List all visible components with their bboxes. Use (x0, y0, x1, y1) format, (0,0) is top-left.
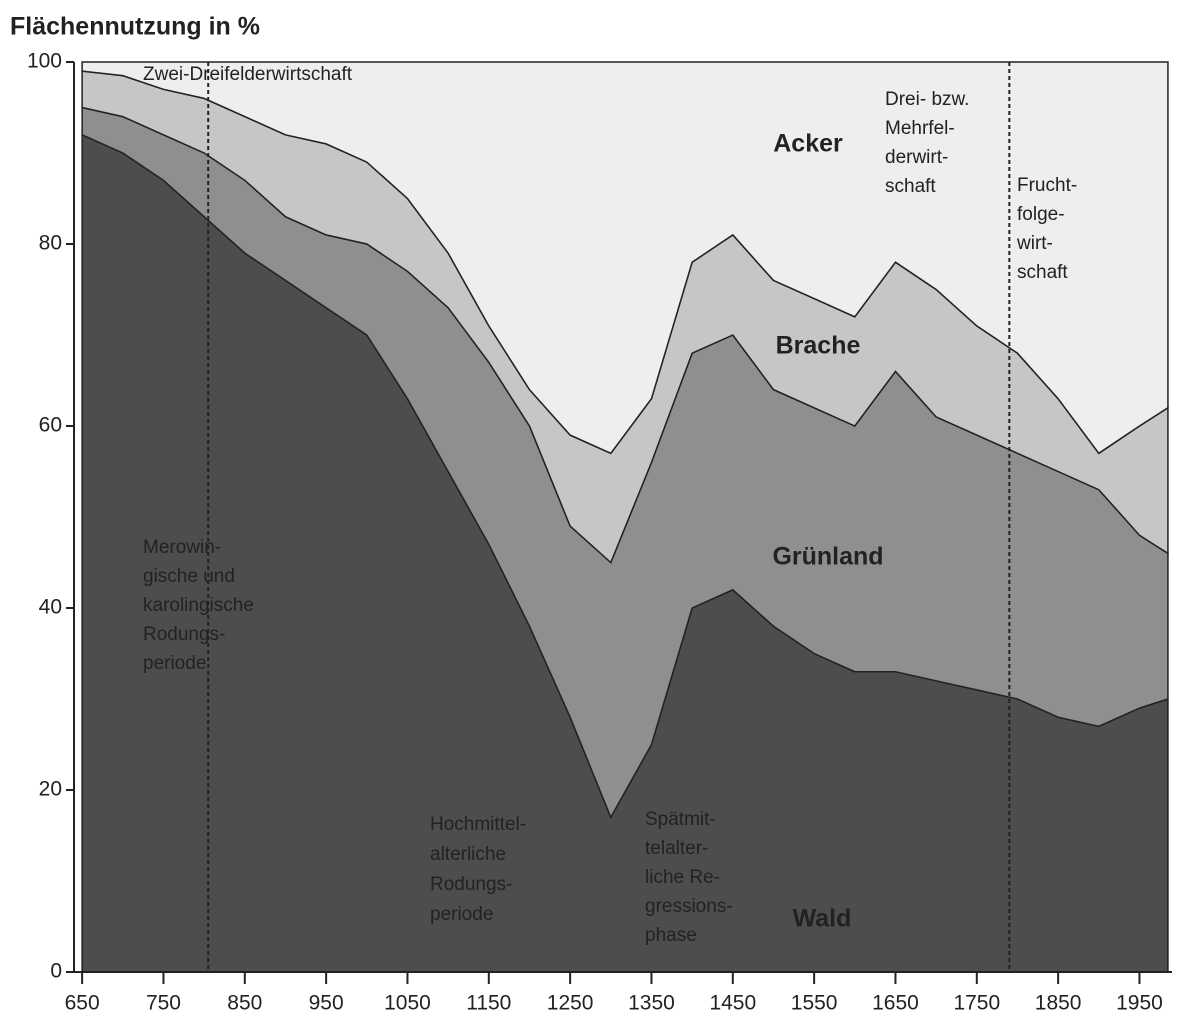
annotation: Hochmittel- (430, 814, 526, 835)
layer-label: Grünland (772, 543, 883, 571)
x-tick-label: 1750 (953, 992, 1000, 1015)
y-tick-label: 80 (39, 232, 62, 255)
y-tick-label: 20 (39, 778, 62, 801)
annotation: Drei- bzw. (885, 89, 969, 110)
annotation: gressions- (645, 896, 733, 917)
annotation: Rodungs- (143, 624, 225, 645)
annotation: schaft (885, 176, 936, 197)
y-tick-label: 100 (27, 50, 62, 73)
annotation: Merowin- (143, 537, 221, 558)
annotation: alterliche (430, 844, 506, 865)
x-tick-label: 1850 (1035, 992, 1082, 1015)
x-tick-label: 1250 (547, 992, 594, 1015)
annotation: Zwei-Dreifelderwirtschaft (143, 64, 353, 85)
y-tick-label: 60 (39, 414, 62, 437)
annotation: derwirt- (885, 147, 948, 168)
layer-label: Acker (773, 130, 843, 158)
annotation: periode (430, 904, 493, 925)
x-tick-label: 950 (309, 992, 344, 1015)
layer-label: Brache (776, 332, 861, 360)
x-tick-label: 1150 (466, 992, 511, 1015)
x-tick-label: 750 (146, 992, 181, 1015)
x-tick-label: 1650 (872, 992, 919, 1015)
annotation: liche Re- (645, 867, 720, 888)
annotation: telalter- (645, 838, 708, 859)
x-tick-label: 1550 (791, 992, 838, 1015)
annotation: Spätmit- (645, 809, 716, 830)
y-tick-label: 0 (50, 960, 62, 983)
annotation: Rodungs- (430, 874, 512, 895)
annotation: Frucht- (1017, 175, 1077, 196)
layer-label: Wald (793, 905, 852, 933)
annotation: gische und (143, 566, 235, 587)
x-tick-label: 1050 (384, 992, 431, 1015)
annotation: wirt- (1016, 233, 1053, 254)
x-tick-label: 850 (227, 992, 262, 1015)
x-tick-label: 1450 (709, 992, 756, 1015)
annotation: folge- (1017, 204, 1065, 225)
annotation: periode (143, 653, 206, 674)
x-tick-label: 650 (65, 992, 100, 1015)
y-tick-label: 40 (39, 596, 62, 619)
chart-title: Flächennutzung in % (10, 13, 260, 41)
annotation: karolingische (143, 595, 254, 616)
x-tick-label: 1950 (1116, 992, 1163, 1015)
annotation: Mehrfel- (885, 118, 955, 139)
annotation: schaft (1017, 262, 1068, 283)
area (81, 61, 1169, 455)
x-tick-label: 1350 (628, 992, 675, 1015)
annotation: phase (645, 925, 697, 946)
